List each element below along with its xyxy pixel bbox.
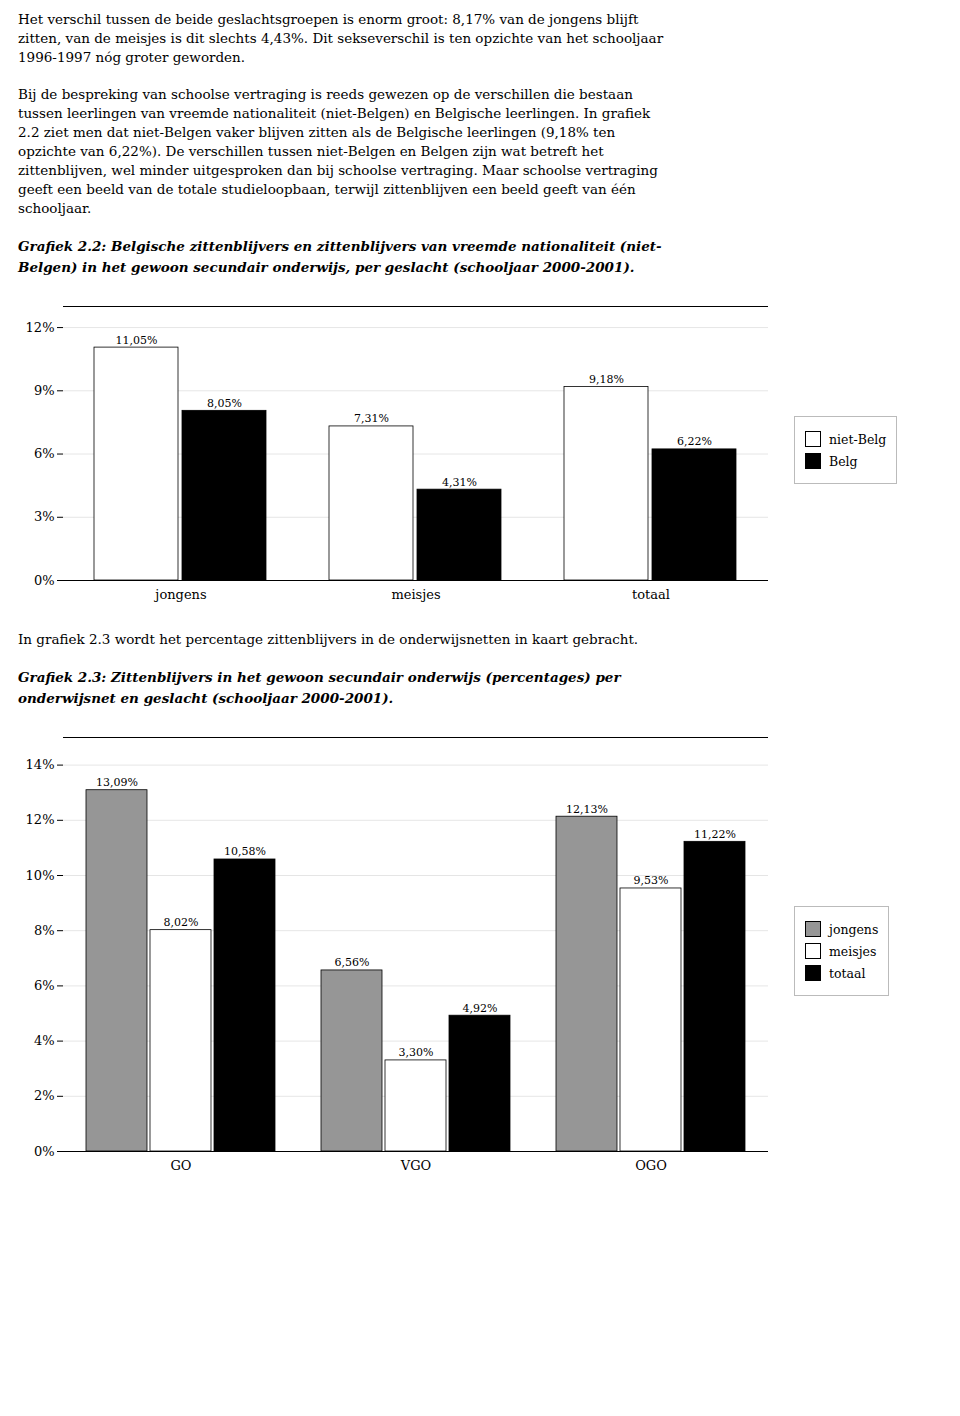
svg-text:6,22%: 6,22% [677, 435, 712, 448]
svg-text:9%: 9% [34, 383, 55, 398]
html-text:geeft een beeld van de totale: geeft een beeld van de totale studieloop… [18, 181, 636, 197]
svg-text:9,53%: 9,53% [634, 874, 669, 887]
html-text:totaal: totaal [829, 965, 866, 981]
svg-text:13,09%: 13,09% [96, 776, 138, 789]
html-text:Grafiek 2.2: Belgische zittenb: Grafiek 2.2: Belgische zittenblijvers en… [18, 238, 662, 254]
svg-text:14%: 14% [26, 757, 55, 772]
svg-text:2%: 2% [34, 1088, 55, 1103]
html-text:Belg: Belg [829, 453, 858, 469]
svg-text:4%: 4% [34, 1033, 55, 1048]
svg-text:12%: 12% [26, 320, 55, 335]
svg-text:6%: 6% [34, 978, 55, 993]
svg-text:GO: GO [170, 1158, 191, 1173]
svg-text:8%: 8% [34, 923, 55, 938]
svg-text:3,30%: 3,30% [399, 1046, 434, 1059]
svg-text:10%: 10% [26, 868, 55, 883]
html-text:zitten, van de meisjes is dit: zitten, van de meisjes is dit slechts 4,… [18, 30, 664, 46]
svg-text:8,05%: 8,05% [207, 397, 242, 410]
html-text:zittenblijven, wel minder uitg: zittenblijven, wel minder uitgesproken d… [18, 162, 658, 178]
html-text:tussen leerlingen van vreemde: tussen leerlingen van vreemde nationalit… [18, 105, 651, 121]
html-text:schooljaar.: schooljaar. [18, 200, 92, 216]
svg-text:0%: 0% [34, 1144, 55, 1159]
svg-text:4,92%: 4,92% [463, 1002, 498, 1015]
svg-text:12,13%: 12,13% [566, 803, 608, 816]
svg-text:3%: 3% [34, 509, 55, 524]
svg-text:9,18%: 9,18% [589, 373, 624, 386]
svg-text:jongens: jongens [153, 587, 206, 602]
svg-text:6,56%: 6,56% [335, 956, 370, 969]
html-text:Het verschil tussen de beide g: Het verschil tussen de beide geslachtsgr… [18, 11, 639, 27]
html-text:Belgen) in het gewoon secundai: Belgen) in het gewoon secundair onderwij… [18, 259, 635, 275]
svg-text:0%: 0% [34, 573, 55, 588]
html-text:opzichte van 6,22%). De versch: opzichte van 6,22%). De verschillen tuss… [18, 143, 604, 159]
html-text:Grafiek 2.3: Zittenblijvers in: Grafiek 2.3: Zittenblijvers in het gewoo… [18, 669, 621, 685]
html-text:meisjes: meisjes [829, 943, 877, 959]
svg-text:8,02%: 8,02% [164, 916, 199, 929]
svg-text:6%: 6% [34, 446, 55, 461]
svg-text:VGO: VGO [400, 1158, 431, 1173]
html-text:2.2 ziet men dat niet-Belgen v: 2.2 ziet men dat niet-Belgen vaker blijv… [18, 124, 616, 140]
svg-text:4,31%: 4,31% [442, 476, 477, 489]
svg-text:11,05%: 11,05% [116, 334, 158, 347]
svg-text:7,31%: 7,31% [354, 412, 389, 425]
svg-text:OGO: OGO [635, 1158, 667, 1173]
html-text:In grafiek 2.3 wordt het perce: In grafiek 2.3 wordt het percentage zitt… [18, 631, 639, 647]
svg-text:12%: 12% [26, 812, 55, 827]
svg-text:11,22%: 11,22% [694, 828, 736, 841]
html-text:Bij de bespreking van schoolse: Bij de bespreking van schoolse vertragin… [18, 86, 633, 102]
html-text:niet-Belg: niet-Belg [829, 431, 887, 447]
svg-text:10,58%: 10,58% [224, 845, 266, 858]
html-text:1996-1997 nóg groter geworden.: 1996-1997 nóg groter geworden. [18, 49, 246, 65]
svg-text:totaal: totaal [632, 587, 670, 602]
svg-text:meisjes: meisjes [391, 587, 440, 602]
html-text:jongens: jongens [829, 921, 879, 937]
html-text:onderwijsnet en geslacht (scho: onderwijsnet en geslacht (schooljaar 200… [18, 690, 394, 706]
